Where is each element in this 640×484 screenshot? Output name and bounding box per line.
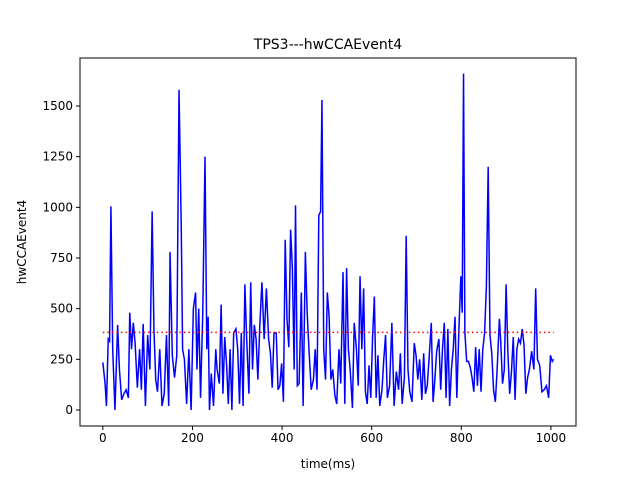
x-tick-label: 0 bbox=[99, 431, 107, 445]
y-axis-label: hwCCAEvent4 bbox=[15, 200, 29, 284]
y-tick-label: 1250 bbox=[42, 150, 73, 164]
x-tick-label: 200 bbox=[181, 431, 204, 445]
data-line bbox=[102, 73, 555, 411]
y-tick-label: 1000 bbox=[42, 200, 73, 214]
x-tick-label: 1000 bbox=[536, 431, 567, 445]
chart-title: TPS3---hwCCAEvent4 bbox=[253, 37, 403, 53]
y-tick-label: 250 bbox=[50, 352, 73, 366]
y-tick-label: 1500 bbox=[42, 99, 73, 113]
x-tick-label: 400 bbox=[271, 431, 294, 445]
x-tick-label: 800 bbox=[450, 431, 473, 445]
x-tick-label: 600 bbox=[360, 431, 383, 445]
y-tick-label: 0 bbox=[65, 403, 73, 417]
y-tick-label: 750 bbox=[50, 251, 73, 265]
plot-frame bbox=[79, 57, 577, 427]
y-tick-label: 500 bbox=[50, 302, 73, 316]
x-axis-label: time(ms) bbox=[301, 457, 355, 471]
